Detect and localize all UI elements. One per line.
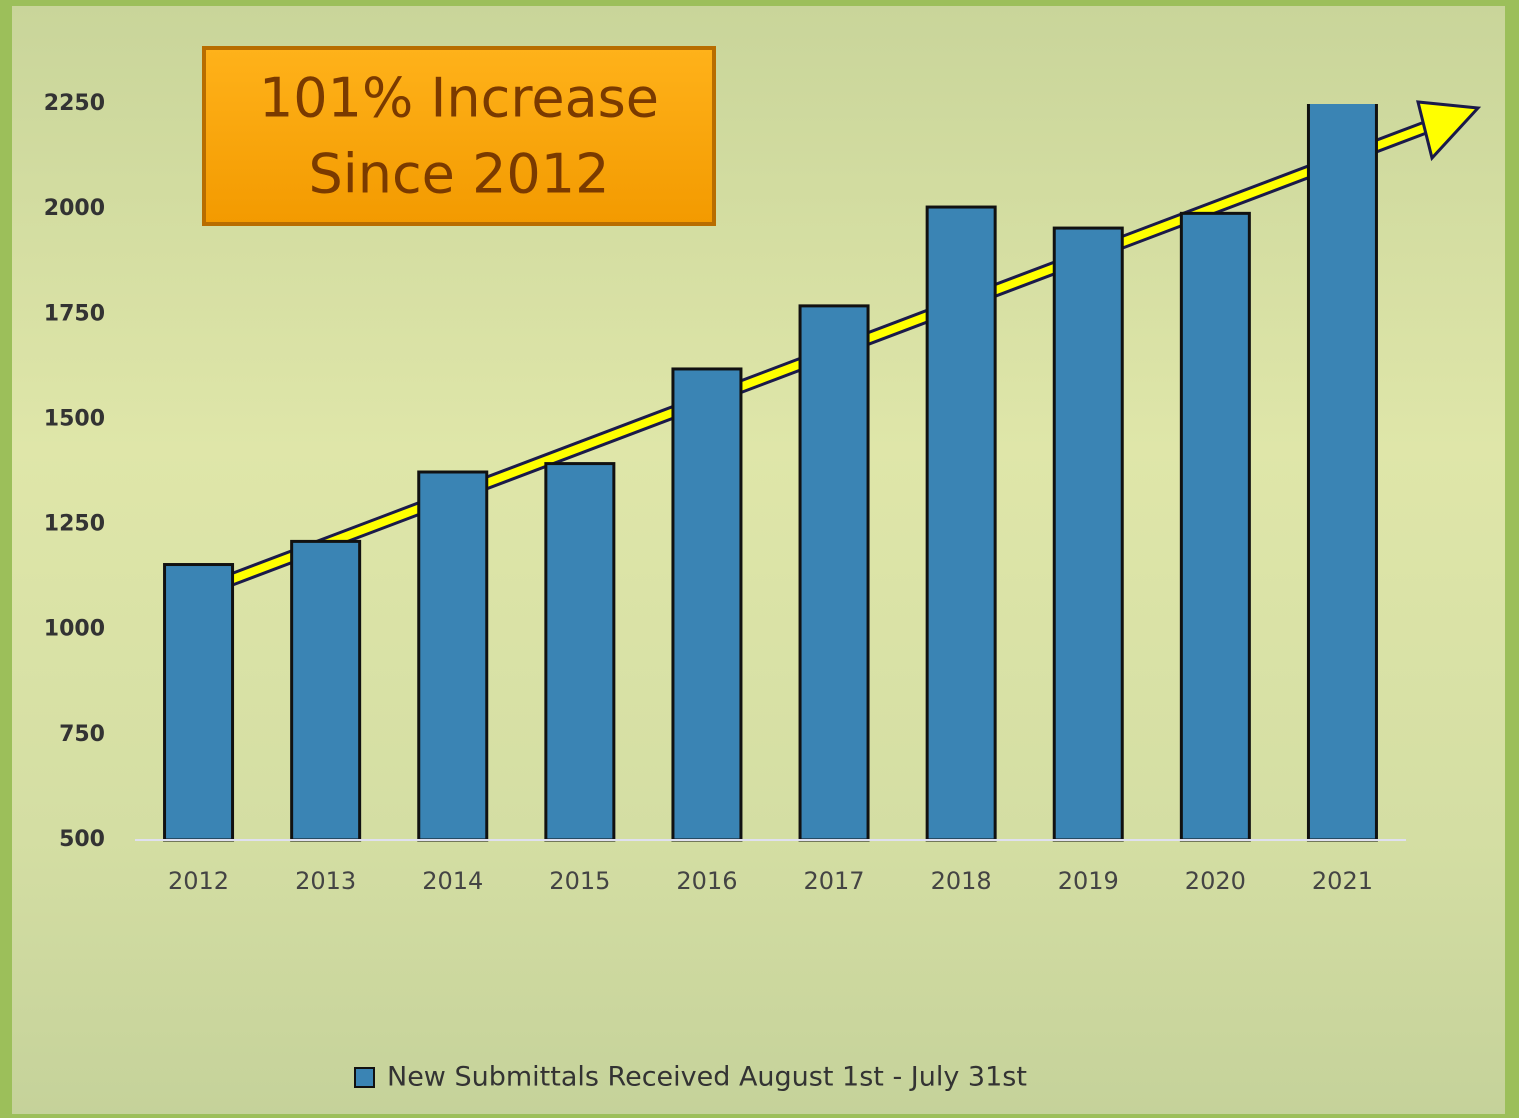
bar xyxy=(1052,226,1124,842)
bar xyxy=(671,367,743,842)
arrow-head xyxy=(1416,100,1482,162)
x-tick-label: 2015 xyxy=(549,867,610,895)
bar xyxy=(544,462,616,842)
x-tick-label: 2021 xyxy=(1312,867,1373,895)
legend-swatch xyxy=(354,1067,375,1088)
x-tick-label: 2020 xyxy=(1185,867,1246,895)
x-tick-label: 2014 xyxy=(422,867,483,895)
x-tick-label: 2013 xyxy=(295,867,356,895)
y-tick-label: 500 xyxy=(59,827,105,852)
x-tick-label: 2016 xyxy=(676,867,737,895)
bar xyxy=(1179,211,1251,842)
x-tick-label: 2018 xyxy=(931,867,992,895)
annotation: 101% Increase xyxy=(259,67,659,130)
y-tick-label: 2250 xyxy=(44,91,105,116)
bar xyxy=(798,304,870,842)
bar xyxy=(417,470,489,842)
bar xyxy=(925,205,997,842)
bar xyxy=(163,563,235,842)
x-tick-label: 2012 xyxy=(168,867,229,895)
x-tick-label: 2017 xyxy=(804,867,865,895)
y-tick-label: 1000 xyxy=(44,617,105,642)
y-tick-label: 1500 xyxy=(44,406,105,431)
bar xyxy=(1306,104,1378,842)
y-tick-label: 2000 xyxy=(44,196,105,221)
annotation-box xyxy=(202,46,716,226)
y-tick-label: 750 xyxy=(59,722,105,747)
y-tick-label: 1750 xyxy=(44,301,105,326)
bar xyxy=(290,539,362,842)
y-tick-label: 1250 xyxy=(44,512,105,537)
annotation: Since 2012 xyxy=(308,143,609,206)
legend-label: New Submittals Received August 1st - Jul… xyxy=(387,1062,1027,1093)
x-tick-label: 2019 xyxy=(1058,867,1119,895)
